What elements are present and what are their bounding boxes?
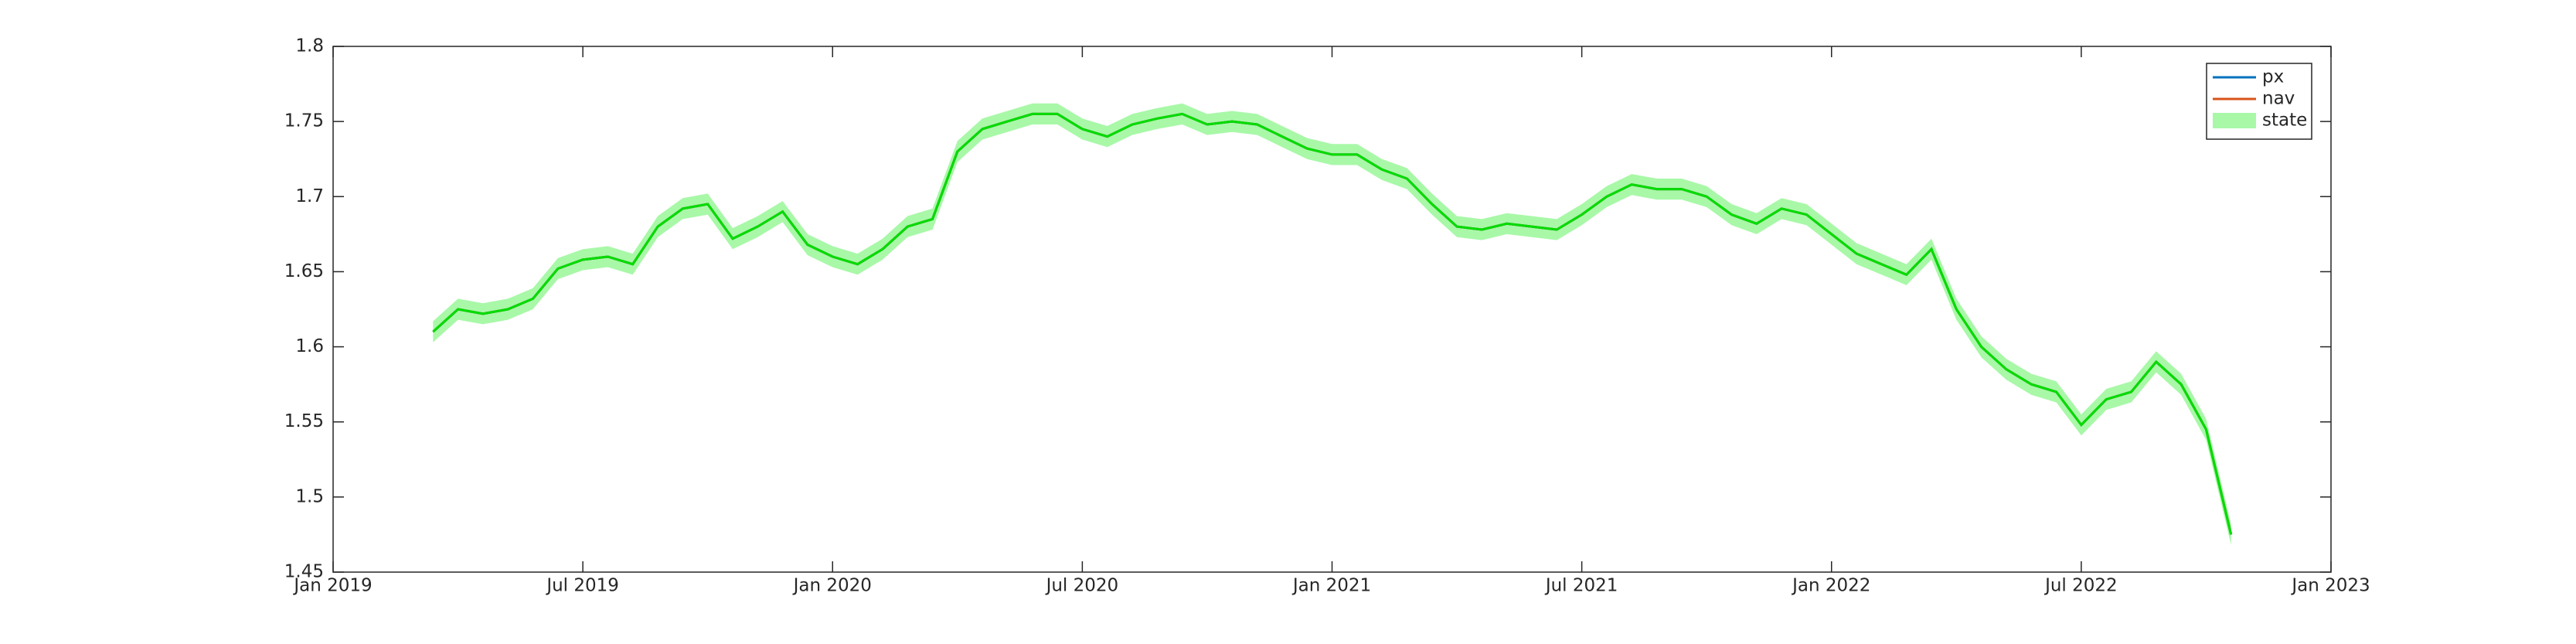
y-tick-label: 1.55 bbox=[284, 411, 324, 431]
x-tick-label: Jan 2020 bbox=[792, 576, 872, 596]
y-tick-label: 1.7 bbox=[295, 186, 324, 206]
x-tick-label: Jan 2021 bbox=[1291, 576, 1371, 596]
y-tick-label: 1.65 bbox=[284, 261, 324, 281]
x-tick-label: Jul 2022 bbox=[2043, 576, 2118, 596]
legend-label: px bbox=[2262, 67, 2284, 87]
x-tick-label: Jan 2019 bbox=[292, 576, 372, 596]
y-tick-label: 1.5 bbox=[295, 486, 324, 506]
legend-label: state bbox=[2262, 111, 2307, 131]
y-tick-label: 1.75 bbox=[284, 111, 324, 131]
plot-frame bbox=[332, 46, 2332, 573]
y-tick-label: 1.45 bbox=[284, 562, 324, 582]
series-line bbox=[432, 112, 2233, 535]
legend-label: nav bbox=[2262, 89, 2295, 109]
x-tick-label: Jul 2021 bbox=[1544, 576, 1618, 596]
x-tick-label: Jan 2023 bbox=[2290, 576, 2370, 596]
y-tick-label: 1.8 bbox=[295, 36, 324, 56]
legend-swatch bbox=[2213, 113, 2256, 128]
x-tick-label: Jan 2022 bbox=[1791, 576, 1870, 596]
x-tick-label: Jul 2020 bbox=[1045, 576, 1119, 596]
x-tick-label: Jul 2019 bbox=[545, 576, 619, 596]
band bbox=[433, 103, 2231, 546]
y-tick-label: 1.6 bbox=[295, 336, 324, 356]
